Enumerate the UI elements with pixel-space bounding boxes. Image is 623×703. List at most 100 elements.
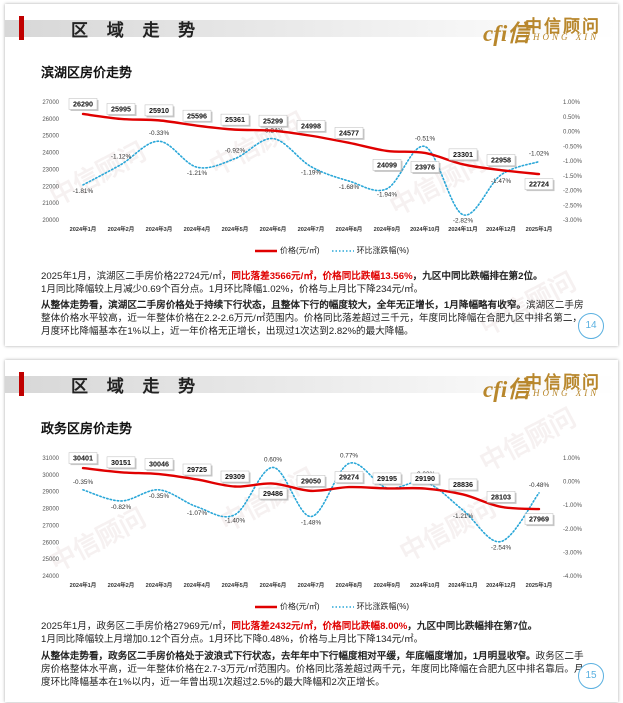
data-label-box: [410, 161, 440, 173]
data-label-price-text: 25596: [187, 111, 207, 120]
data-label-price-text: 29190: [415, 474, 435, 483]
data-label-mom: -1.07%: [187, 510, 208, 517]
text-segment-rank: ，九区中同比跌幅排在第2位。: [412, 271, 543, 282]
header-title: 区 域 走 势: [71, 21, 203, 40]
chart-legend: 价格(元/㎡) 环比涨跌幅(%): [255, 601, 409, 612]
data-label-price: 27969: [524, 513, 555, 527]
data-label-mom: 0.77%: [340, 452, 358, 459]
highlight-yoy-gap: 同比落差2432元/㎡: [231, 621, 313, 632]
left-axis-tick-label: 23000: [42, 167, 59, 173]
data-label-mom: -0.82%: [111, 504, 132, 511]
data-label-box: [68, 452, 98, 464]
data-label-mom: -1.40%: [225, 518, 246, 525]
summary-paragraph-1: 2025年1月，政务区二手房价格27969元/㎡，同比落差2432元/㎡，价格同…: [41, 620, 589, 646]
data-label-mom: -1.21%: [453, 513, 474, 520]
data-label-price: 22724: [524, 178, 555, 192]
x-axis-tick-label: 2024年3月: [146, 225, 173, 233]
data-label-mom: -1.47%: [491, 178, 512, 185]
legend-item-price: 价格(元/㎡): [255, 245, 320, 256]
data-label-price: 29486: [258, 487, 289, 501]
x-axis-tick-label: 2024年6月: [260, 581, 287, 589]
x-axis-tick-label: 2024年5月: [222, 581, 249, 589]
data-label-mom: -1.81%: [73, 188, 94, 195]
x-axis-tick-label: 2024年10月: [410, 225, 440, 233]
data-label-box: [220, 113, 250, 126]
data-label-mom: -0.48%: [529, 482, 550, 489]
left-axis-tick-label: 28000: [42, 507, 59, 513]
chart-legend: 价格(元/㎡) 环比涨跌幅(%): [255, 245, 409, 256]
slide-zhengwu: 中信顾问 中信顾问 中信顾问 中信顾问 区 域 走 势 cfi信 中信顾问 ZH…: [5, 360, 618, 702]
series-line-price: [81, 112, 541, 176]
data-label-price: 30151: [106, 456, 137, 470]
price-trend-chart-svg: 31000 30000 29000 28000 27000 26000 25000 24000…: [42, 452, 583, 589]
x-axis-tick-label: 2024年9月: [374, 581, 401, 589]
text-detail: 滨湖区二手房整体价格水平较高，近一年整体价格在2.2-2.6万元/㎡范围内。价格…: [41, 300, 584, 337]
data-label-mom: -2.82%: [453, 218, 474, 225]
data-label-price-text: 30151: [111, 458, 131, 467]
data-label-price: 29050: [296, 475, 327, 488]
data-label-price: 23301: [448, 148, 479, 162]
legend-line-dotted-icon: [331, 249, 354, 252]
data-label-price-text: 28836: [453, 480, 473, 489]
right-axis-tick-label: -4.00%: [563, 574, 583, 580]
data-label-box: [524, 178, 554, 190]
data-label-mom: -1.68%: [339, 184, 360, 191]
x-axis-tick-label: 2024年2月: [108, 225, 135, 233]
x-axis-tick-label: 2024年5月: [222, 225, 249, 233]
data-label-mom: -1.48%: [301, 520, 322, 527]
legend-label: 价格(元/㎡): [280, 602, 320, 611]
page-number: 14: [578, 313, 604, 339]
data-label-box: [106, 456, 136, 469]
data-label-price: 25596: [182, 109, 213, 123]
x-axis-tick-label: 2024年1月: [70, 581, 97, 589]
data-label-box: [182, 463, 212, 476]
data-label-box: [144, 104, 174, 117]
text-segment: 2025年1月，政务区二手房价格27969元/㎡，: [41, 621, 232, 632]
data-label-price: 25361: [220, 113, 251, 127]
highlight-separator: ，: [312, 271, 323, 282]
right-axis-tick-label: -2.50%: [563, 203, 583, 209]
data-label-box: [372, 472, 402, 485]
header-accent-bar: [19, 372, 24, 396]
text-detail: 政务区二手房价格整体水平高，近一年整体价格在2.7-3万元/㎡范围内。价格同比落…: [41, 651, 584, 688]
x-axis-tick-label: 2024年3月: [146, 581, 173, 589]
data-label-price: 29195: [372, 472, 403, 486]
x-axis-tick-label: 2024年10月: [410, 581, 440, 589]
data-label-box: [334, 127, 364, 139]
right-axis-tick-label: 1.00%: [563, 100, 581, 106]
header-accent-bar: [19, 16, 24, 40]
x-axis-tick-label: 2024年11月: [448, 225, 478, 233]
data-label-price-text: 22724: [529, 180, 549, 189]
text-segment: 2025年1月，滨湖区二手房价格22724元/㎡，: [41, 271, 232, 282]
data-label-box: [296, 475, 326, 487]
left-axis-tick-label: 30000: [42, 473, 59, 479]
left-axis-tick-label: 24000: [42, 151, 59, 157]
data-label-box: [258, 487, 288, 500]
summary-paragraph-2: 从整体走势看，滨湖区二手房价格处于持续下行状态，且整体下行的幅度较大，全年无正增…: [41, 299, 589, 338]
data-label-price: 30046: [144, 458, 175, 472]
data-label-price-text: 26290: [73, 100, 93, 109]
summary-paragraph-1: 2025年1月，滨湖区二手房价格22724元/㎡，同比落差3566元/㎡，价格同…: [41, 270, 589, 296]
right-axis-tick-label: -0.50%: [563, 144, 583, 150]
data-label-price: 26290: [68, 98, 99, 111]
legend-item-mom: 环比涨跌幅(%): [331, 601, 409, 612]
data-label-box: [258, 114, 288, 127]
highlight-yoy-drop: 价格同比跌幅13.56%: [322, 271, 413, 282]
data-label-price: 29274: [334, 471, 365, 485]
data-label-price-text: 22958: [491, 156, 511, 165]
data-label-box: [372, 159, 402, 171]
legend-label: 环比涨跌幅(%): [356, 246, 410, 255]
series-line-mom-change: [82, 137, 540, 216]
x-axis-tick-label: 2024年4月: [184, 225, 211, 233]
data-label-price-text: 25995: [111, 105, 131, 114]
left-axis-tick-label: 24000: [42, 574, 59, 580]
data-label-price-text: 24099: [377, 161, 397, 170]
chart-section-title: 滨湖区房价走势: [41, 65, 133, 80]
left-axis-tick-label: 26000: [42, 540, 59, 546]
x-axis-tick-label: 2024年8月: [336, 225, 363, 233]
logo-name-en: ZHONG XIN: [525, 32, 600, 42]
left-axis-tick-label: 29000: [42, 490, 59, 496]
data-label-price: 29725: [182, 463, 213, 477]
data-label-price: 29190: [410, 472, 441, 486]
data-label-box: [296, 119, 326, 132]
